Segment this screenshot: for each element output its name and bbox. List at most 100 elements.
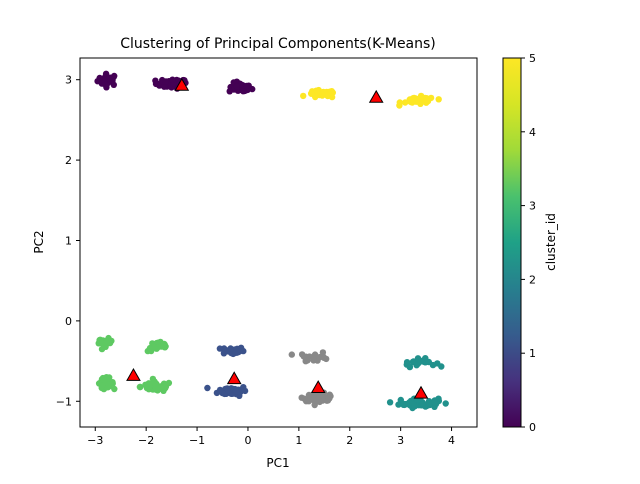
data-point (386, 399, 394, 406)
data-point (233, 83, 240, 90)
data-point (316, 398, 323, 406)
x-tick-label: −2 (138, 434, 154, 447)
data-point (162, 78, 169, 86)
data-point (98, 80, 106, 87)
data-point (169, 76, 176, 83)
centroid-markers (126, 77, 429, 399)
colorbar-tick-label: 0 (529, 421, 536, 434)
chart-title: Clustering of Principal Components(K-Mea… (120, 36, 436, 52)
data-point (400, 400, 408, 408)
data-point (419, 400, 426, 407)
data-point (320, 88, 327, 96)
data-point (319, 349, 327, 356)
data-point (106, 74, 114, 81)
y-tick-label: 2 (65, 154, 72, 167)
data-point (226, 88, 233, 95)
data-point (162, 343, 169, 350)
y-tick-label: 3 (65, 74, 72, 87)
data-point (288, 351, 295, 358)
data-point (425, 358, 432, 366)
data-point (161, 83, 168, 90)
colorbar-tick-label: 5 (529, 52, 536, 65)
data-point (104, 374, 112, 382)
x-tick-label: 3 (397, 434, 404, 447)
x-tick-label: −1 (189, 434, 205, 447)
data-point (324, 397, 332, 404)
data-point (442, 400, 449, 407)
data-point (415, 359, 422, 367)
centroid-marker (368, 89, 384, 103)
data-point (414, 355, 422, 362)
data-point (324, 92, 331, 100)
data-point (99, 340, 106, 347)
colorbar-label: cluster_id (544, 213, 558, 271)
colorbar (502, 57, 522, 428)
x-tick-label: 2 (346, 434, 353, 447)
x-tick-label: 1 (295, 434, 302, 447)
data-point (411, 403, 418, 410)
data-point (98, 382, 106, 389)
data-point (431, 398, 438, 406)
colorbar-tick-label: 1 (529, 347, 536, 360)
data-point (136, 383, 144, 391)
data-point (232, 387, 240, 395)
data-point (423, 97, 430, 104)
colorbar-tick-label: 2 (529, 273, 536, 286)
data-point (426, 400, 433, 407)
y-axis-ticks: −1 0 1 2 3 (56, 74, 80, 408)
data-point (407, 96, 415, 103)
data-point (240, 88, 247, 95)
centroid-marker (174, 77, 190, 91)
x-tick-label: −3 (87, 434, 103, 447)
data-point (227, 345, 234, 352)
centroid-marker (126, 368, 141, 381)
data-point (395, 401, 402, 408)
data-point (313, 87, 320, 94)
data-point (310, 396, 317, 404)
y-tick-label: 1 (65, 234, 72, 247)
data-point (304, 396, 312, 403)
data-point (96, 74, 103, 82)
data-point (311, 352, 318, 360)
data-point (243, 82, 250, 90)
data-point (435, 96, 442, 103)
colorbar-ticks: 0 1 2 3 4 5 (521, 52, 536, 434)
data-point (152, 385, 159, 392)
data-point (145, 380, 152, 387)
data-point (320, 354, 328, 361)
data-points (94, 70, 449, 412)
data-point (403, 359, 411, 366)
data-point (406, 363, 413, 371)
data-point (111, 385, 118, 393)
data-point (431, 403, 438, 410)
data-point (311, 401, 318, 409)
data-point (303, 355, 310, 362)
data-point (308, 90, 315, 97)
data-point (410, 358, 417, 365)
data-point (328, 88, 335, 95)
centroid-marker (226, 371, 242, 385)
y-tick-label: 0 (65, 315, 72, 328)
data-point (109, 379, 116, 386)
x-axis-ticks: −3 −2 −1 0 1 2 3 4 (87, 427, 455, 447)
data-point (165, 379, 173, 387)
data-point (300, 92, 307, 100)
y-tick-label: −1 (56, 395, 72, 408)
data-point (154, 344, 161, 351)
colorbar-tick-label: 4 (529, 126, 536, 139)
data-point (402, 99, 409, 106)
data-point (236, 346, 244, 353)
y-axis-label: PC2 (32, 230, 46, 253)
plot-frame (79, 57, 478, 428)
data-point (396, 102, 403, 109)
data-point (216, 386, 224, 394)
x-axis-label: PC1 (266, 456, 289, 470)
data-point (204, 384, 211, 392)
data-point (232, 349, 239, 356)
data-point (438, 363, 445, 370)
data-point (298, 351, 306, 358)
data-point (146, 344, 154, 352)
x-tick-label: 4 (448, 434, 455, 447)
data-point (216, 345, 224, 352)
